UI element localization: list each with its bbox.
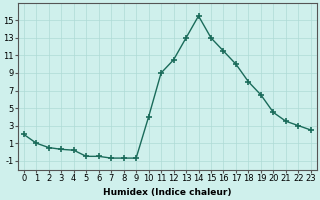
X-axis label: Humidex (Indice chaleur): Humidex (Indice chaleur) (103, 188, 232, 197)
